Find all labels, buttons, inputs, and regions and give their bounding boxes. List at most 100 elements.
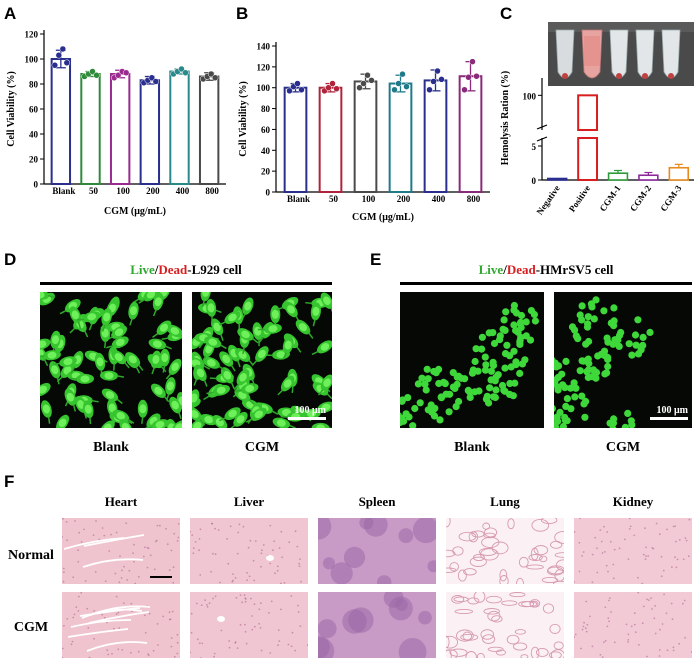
nucleus-dot xyxy=(599,529,602,531)
cell-process xyxy=(40,355,45,357)
cell-nucleus xyxy=(204,415,214,424)
data-point xyxy=(63,59,71,66)
cell-nucleus xyxy=(298,323,308,332)
f-col-heart: Heart xyxy=(104,494,138,509)
nucleus-dot xyxy=(627,633,630,636)
nucleus-dot xyxy=(63,625,65,627)
nucleus-dot xyxy=(220,629,223,632)
cell xyxy=(148,338,172,350)
alveolus xyxy=(460,633,479,641)
nucleus-dot xyxy=(243,594,246,596)
cell xyxy=(469,366,477,374)
cell-nucleus xyxy=(321,403,331,411)
cell-nucleus xyxy=(159,323,169,332)
nucleus-dot xyxy=(670,602,673,605)
cell xyxy=(639,333,647,341)
nucleus-dot xyxy=(306,644,308,647)
nucleus-dot xyxy=(637,592,640,594)
cell xyxy=(609,425,617,428)
data-point xyxy=(51,62,59,69)
cell-process xyxy=(218,365,225,371)
cell xyxy=(485,399,493,407)
cell xyxy=(152,320,172,339)
data-point xyxy=(360,80,367,87)
cell-process xyxy=(271,410,279,415)
nucleus-dot xyxy=(176,540,179,542)
data-point xyxy=(403,83,410,90)
nucleus-dot xyxy=(273,540,276,543)
white-pulp xyxy=(398,638,427,658)
nucleus-dot xyxy=(77,560,80,563)
d-title-live: Live xyxy=(130,262,155,277)
nucleus-dot xyxy=(144,632,147,634)
nucleus-dot xyxy=(168,569,171,572)
cell xyxy=(416,399,424,407)
cell xyxy=(445,408,453,416)
x-tick-label: 50 xyxy=(89,186,99,196)
nucleus-dot xyxy=(156,623,159,625)
nucleus-dot xyxy=(591,581,594,584)
cell-nucleus xyxy=(84,404,92,414)
cell-nucleus xyxy=(161,353,169,363)
nucleus-dot xyxy=(242,525,245,528)
cell-process xyxy=(234,389,242,392)
nucleus-dot xyxy=(618,547,621,550)
nucleus-dot xyxy=(198,549,200,552)
cell-process xyxy=(53,362,61,366)
nucleus-dot xyxy=(584,627,587,630)
cell-process xyxy=(233,383,240,390)
alveolus xyxy=(526,564,544,570)
nucleus-dot xyxy=(613,548,616,551)
cell-process xyxy=(277,389,284,396)
cell xyxy=(592,374,600,382)
x-tick-label: Blank xyxy=(287,194,310,204)
nucleus-dot xyxy=(298,565,301,567)
cell-process xyxy=(137,364,144,371)
cell-process xyxy=(251,337,259,344)
cell xyxy=(422,386,430,394)
cell xyxy=(486,384,494,392)
cell xyxy=(40,383,51,397)
nucleus-dot xyxy=(170,645,173,648)
nucleus-dot xyxy=(159,524,161,527)
nucleus-dot xyxy=(171,610,174,613)
nucleus-dot xyxy=(93,637,95,640)
nucleus-dot xyxy=(118,627,120,629)
nucleus-dot xyxy=(675,540,677,543)
histology-liver-normal xyxy=(190,518,308,584)
nucleus-dot xyxy=(177,536,180,539)
cell xyxy=(590,315,598,323)
panel-letter-e: E xyxy=(370,250,382,269)
nucleus-dot xyxy=(654,632,657,635)
nucleus-dot xyxy=(235,596,238,599)
cell xyxy=(516,369,524,377)
cell-process xyxy=(203,365,211,370)
histology-liver-cgm xyxy=(190,592,308,658)
cell xyxy=(589,366,598,374)
nucleus-dot xyxy=(103,534,106,537)
cell xyxy=(211,318,224,341)
nucleus-dot xyxy=(146,546,149,549)
nucleus-dot xyxy=(294,649,297,652)
data-point xyxy=(364,71,371,79)
nucleus-dot xyxy=(146,566,149,569)
vessel-gap xyxy=(81,608,143,619)
cell-process xyxy=(145,426,153,428)
nucleus-dot xyxy=(244,630,247,633)
nucleus-dot xyxy=(633,623,636,626)
alveolus xyxy=(542,603,555,614)
nucleus-dot xyxy=(281,556,284,559)
nucleus-dot xyxy=(248,575,251,578)
panel-letter-b: B xyxy=(236,4,249,23)
nucleus-dot xyxy=(177,523,180,525)
cell xyxy=(435,365,443,373)
cell-process xyxy=(203,395,210,401)
nucleus-dot xyxy=(276,569,279,572)
cell xyxy=(554,405,556,412)
cell-process xyxy=(106,344,114,349)
nucleus-dot xyxy=(201,642,204,645)
alveolus xyxy=(446,649,452,658)
cell-process xyxy=(69,377,78,380)
nucleus-dot xyxy=(260,565,262,568)
cell-nucleus xyxy=(323,296,331,305)
